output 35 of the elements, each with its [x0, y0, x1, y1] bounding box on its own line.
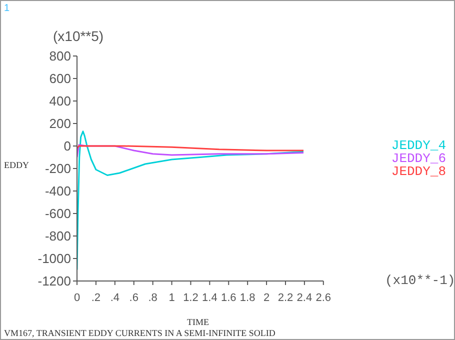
line-series [77, 130, 304, 270]
y-tick-label: 0 [64, 138, 71, 154]
text: (x10**-1) [385, 273, 455, 288]
x-tick-label: .6 [129, 292, 138, 304]
x-tick-label: .8 [148, 292, 158, 304]
x-tick-label: 1 [168, 292, 175, 304]
x-tick-label: 0 [74, 292, 80, 304]
text: JEDDY_4 [391, 138, 446, 153]
text: VM167, TRANSIENT EDDY CURRENTS IN A SEMI-INFINITE SOLID [4, 328, 276, 338]
y-tick-label: -200 [44, 161, 71, 176]
y-tick-label: -800 [44, 228, 71, 244]
text: (x10**5) [53, 28, 104, 44]
x-tick-label: 2 [263, 292, 270, 304]
text: JEDDY_8 [391, 164, 446, 179]
y-tick-label: 200 [49, 116, 71, 132]
x-tick-label: 2.4 [296, 292, 312, 304]
x-axis-title: TIME [187, 317, 209, 327]
x-tick-label: 1.4 [202, 292, 218, 304]
text: 1 [4, 3, 10, 14]
x-tick-label: .4 [110, 292, 120, 304]
y-tick-label: -1200 [38, 274, 71, 289]
y-tick-label: -400 [44, 184, 71, 199]
x-tick-label: 2.2 [278, 292, 294, 304]
y-tick-label: -1000 [38, 251, 71, 266]
x-tick-label: 1.8 [240, 292, 256, 304]
x-tick-label: 1.2 [183, 292, 198, 304]
x-tick-label: .2 [91, 292, 101, 304]
y-axis-title: EDDY [4, 160, 29, 170]
text: JEDDY_6 [391, 151, 446, 166]
x-tick-label: 1.6 [220, 292, 236, 304]
y-tick-label: 800 [49, 48, 71, 64]
y-tick-label: 400 [49, 94, 71, 109]
x-tick-label: 2.6 [316, 292, 332, 304]
y-tick-label: 600 [49, 71, 71, 86]
y-tick-label: -600 [44, 206, 71, 222]
